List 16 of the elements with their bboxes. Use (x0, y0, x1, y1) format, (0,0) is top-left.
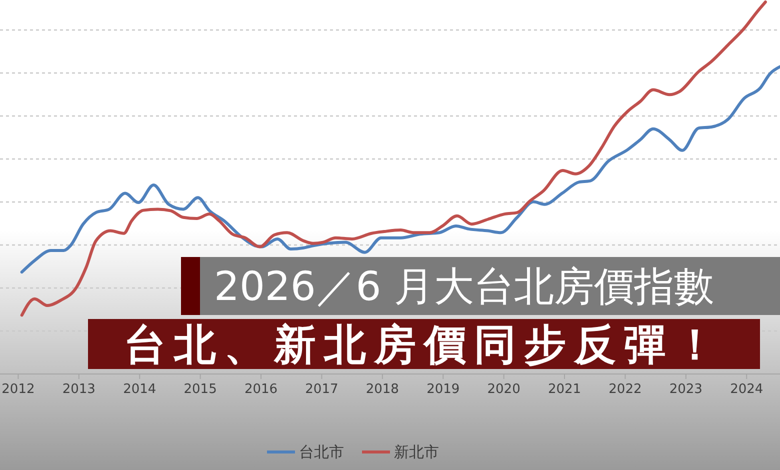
x-tick-label: 2018 (366, 382, 399, 397)
x-tick-label: 2021 (548, 382, 582, 397)
x-tick-label: 2020 (487, 382, 520, 397)
x-tick-label: 2015 (184, 382, 217, 397)
legend-label: 新北市 (394, 443, 439, 461)
x-tick-label: 2012 (2, 382, 35, 397)
x-tick-label: 2016 (244, 382, 278, 397)
x-tick-label: 2022 (608, 382, 642, 397)
x-tick-label: 2019 (426, 382, 460, 397)
x-tick-label: 2014 (123, 382, 156, 397)
legend-label: 台北市 (299, 443, 344, 461)
x-tick-label: 2017 (305, 382, 338, 397)
text: 2026／6 月大台北房價指數 (214, 264, 714, 310)
x-tick-label: 2023 (669, 382, 702, 397)
x-tick-label: 2024 (730, 382, 764, 397)
x-tick-label: 2013 (62, 382, 96, 397)
